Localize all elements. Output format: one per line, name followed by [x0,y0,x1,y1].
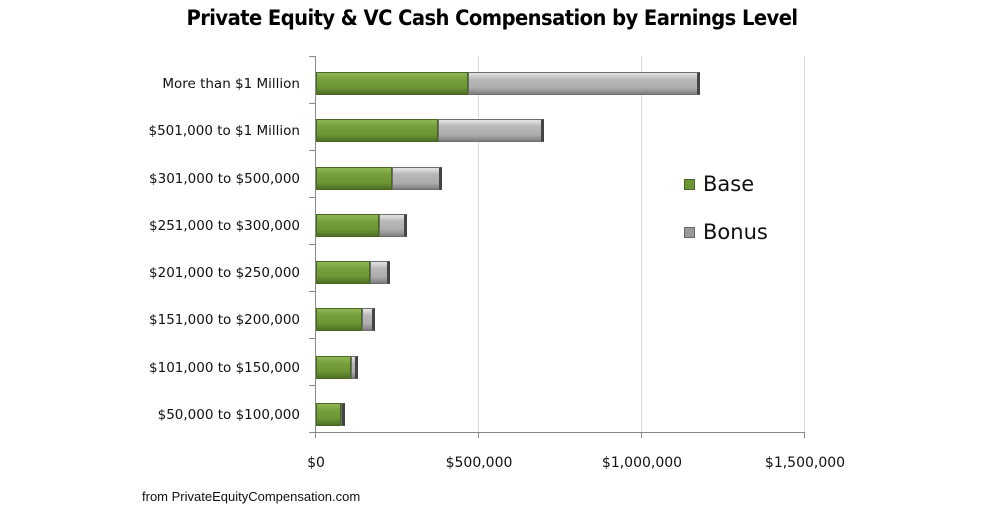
x-tick [804,432,805,438]
bonus-bar-segment [438,119,544,142]
base-bar-segment [316,72,468,95]
bonus-bar-segment [351,356,358,379]
gridline-1m [641,56,642,432]
y-tick [309,338,315,339]
base-swatch-icon [684,178,695,190]
bonus-bar-segment [341,403,345,426]
category-label: $201,000 to $250,000 [149,265,300,281]
y-tick [309,291,315,292]
bar-row [316,403,345,426]
bar-row [316,356,358,379]
category-label: $501,000 to $1 Million [148,123,301,139]
legend-label-base: Base [703,172,755,196]
category-label: $301,000 to $500,000 [149,171,300,187]
category-label: $101,000 to $150,000 [149,360,300,376]
x-tick [478,432,479,438]
chart-title: Private Equity & VC Cash Compensation by… [186,6,798,30]
x-tick-label: $0 [307,455,325,471]
legend-label-bonus: Bonus [703,220,768,244]
category-label: More than $1 Million [162,76,300,92]
x-tick-label: $1,000,000 [601,455,683,471]
bonus-bar-segment [468,72,700,95]
x-tick [641,432,642,438]
x-tick-label: $500,000 [445,455,513,471]
bar-row [316,261,390,284]
x-tick [315,432,316,438]
category-label: $151,000 to $200,000 [149,312,300,328]
y-tick [309,150,315,151]
bonus-bar-segment [379,214,407,237]
source-note: from PrivateEquityCompensation.com [142,489,361,504]
legend-item-base: Base [684,172,768,196]
bonus-bar-segment [392,167,442,190]
base-bar-segment [316,119,438,142]
base-bar-segment [316,356,351,379]
bar-row [316,119,544,142]
base-bar-segment [316,403,341,426]
base-bar-segment [316,308,362,331]
legend: Base Bonus [684,172,768,268]
y-tick [309,432,315,433]
legend-item-bonus: Bonus [684,220,768,244]
bar-row [316,167,442,190]
y-tick [309,244,315,245]
bar-row [316,72,700,95]
y-tick [309,197,315,198]
base-bar-segment [316,261,370,284]
gridline-1-5m [804,56,805,432]
base-bar-segment [316,214,379,237]
base-bar-segment [316,167,392,190]
bar-row [316,308,375,331]
x-tick-label: $1,500,000 [764,455,846,471]
bonus-bar-segment [362,308,375,331]
gridline-500k [478,56,479,432]
y-tick [309,385,315,386]
bonus-swatch-icon [684,226,695,238]
bar-row [316,214,407,237]
y-tick [309,103,315,104]
bonus-bar-segment [370,261,390,284]
category-label: $251,000 to $300,000 [149,218,300,234]
category-label: $50,000 to $100,000 [157,407,300,423]
y-tick [309,56,315,57]
x-axis [315,432,805,433]
y-axis [315,56,316,432]
plot-area [315,56,805,432]
